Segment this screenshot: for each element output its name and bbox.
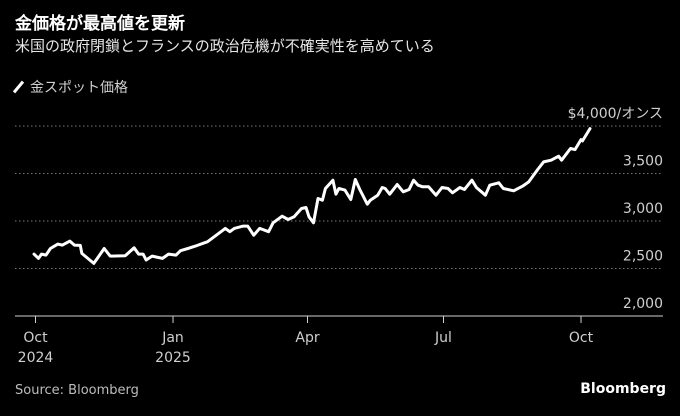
source-note: Source: Bloomberg (15, 383, 139, 398)
y-tick-label: $4,000/オンス (568, 106, 663, 122)
series-line-gold-spot-price (32, 127, 592, 265)
line-chart: $4,000/オンス 3,500 3,000 2,500 2,000 Oct 2024 Jan… (15, 106, 663, 366)
x-tick-label: Oct (569, 330, 594, 346)
y-tick-label: 3,000 (623, 201, 663, 217)
x-tick-sublabel: 2025 (155, 350, 191, 366)
y-tick-label: 3,500 (623, 154, 663, 170)
chart-subtitle: 米国の政府閉鎖とフランスの政治危機が不確実性を高めている (15, 37, 435, 55)
x-tick-label: Oct (23, 330, 48, 346)
legend-label: 金スポット価格 (30, 80, 128, 96)
y-tick-label: 2,000 (623, 296, 663, 312)
y-tick-label: 2,500 (623, 249, 663, 265)
x-tick-label: Jan (161, 330, 184, 346)
bloomberg-logo: Bloomberg (580, 381, 666, 397)
x-tick-label: Apr (295, 330, 319, 346)
x-tick-label: Jul (434, 330, 452, 346)
x-tick-sublabel: 2024 (18, 350, 54, 366)
legend: 金スポット価格 (12, 77, 128, 97)
chart-title: 金価格が最高値を更新 (15, 14, 185, 34)
